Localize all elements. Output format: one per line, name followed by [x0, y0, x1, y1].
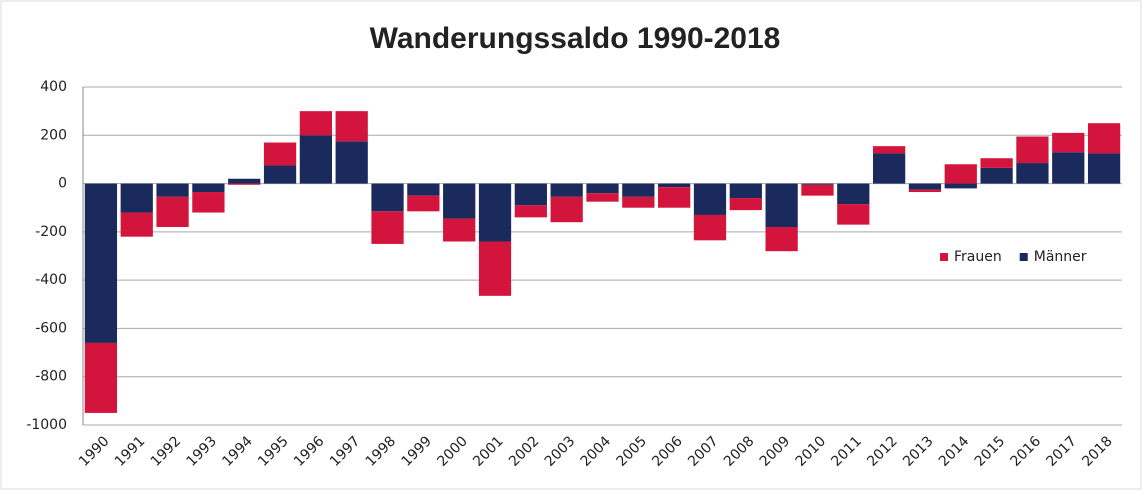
bar-segment	[586, 183, 619, 194]
bar-segment	[514, 183, 547, 206]
bar-segment	[192, 192, 225, 213]
y-tick-label: -200	[35, 224, 67, 240]
bar-segment	[872, 146, 906, 154]
bar-segment	[658, 183, 691, 188]
bar-segment	[837, 183, 870, 205]
y-tick-label: -400	[35, 272, 67, 288]
bar-segment	[335, 141, 368, 184]
bar-segment	[980, 167, 1013, 184]
bar-segment	[801, 183, 834, 185]
bar-segment	[84, 342, 118, 413]
legend-swatch	[1019, 253, 1028, 261]
bar-segment	[156, 196, 189, 228]
bar-segment	[693, 183, 727, 215]
bar-segment	[1016, 136, 1049, 164]
bar-segment	[407, 183, 440, 196]
bar-segment	[729, 198, 762, 211]
bar-segment	[944, 164, 977, 184]
bar-segment	[335, 111, 368, 142]
bar-segment	[801, 184, 834, 196]
bar-segment	[908, 189, 942, 193]
bar-segment	[622, 183, 655, 197]
bar-segment	[299, 135, 333, 184]
bar-segment	[478, 241, 512, 296]
bar-segment	[908, 183, 942, 190]
bar-segment	[263, 142, 297, 166]
legend-label: Männer	[1034, 249, 1087, 265]
bar-segment	[84, 183, 118, 343]
bar-segment	[371, 211, 404, 244]
bar-segment	[944, 183, 977, 189]
bar-segment	[407, 195, 440, 212]
legend-label: Frauen	[954, 249, 1002, 265]
chart-title: Wanderungssaldo 1990-2018	[370, 22, 781, 55]
bar-segment	[263, 165, 297, 184]
y-tick-label: 400	[40, 79, 67, 95]
bar-segment	[550, 183, 583, 197]
bar-segment	[1016, 163, 1049, 184]
bar-segment	[120, 212, 153, 237]
y-tick-label: -800	[35, 369, 67, 385]
bar-segment	[156, 183, 189, 197]
bar-segment	[622, 196, 655, 208]
bar-segment	[1052, 132, 1085, 153]
bar-segment	[980, 158, 1013, 168]
y-tick-label: -600	[35, 320, 67, 336]
bar-segment	[514, 205, 547, 218]
y-tick-label: 0	[58, 176, 67, 192]
bar-segment	[765, 227, 798, 252]
bar-segment	[192, 183, 225, 193]
bar-segment	[478, 183, 512, 242]
bar-segment	[765, 183, 798, 228]
bar-segment	[443, 183, 476, 219]
y-tick-label: -1000	[26, 417, 67, 433]
bar-segment	[228, 178, 261, 184]
bar-segment	[443, 218, 476, 242]
bar-segment	[299, 111, 333, 136]
bar-segment	[837, 204, 870, 225]
bar-segment	[550, 196, 583, 223]
bar-segment	[1087, 153, 1121, 184]
bar-segment	[371, 183, 404, 212]
bar-segment	[1087, 123, 1121, 154]
legend-swatch	[940, 253, 948, 261]
bar-segment	[872, 153, 906, 184]
bar-segment	[228, 183, 261, 185]
bar-segment	[729, 183, 762, 199]
bar-segment	[120, 183, 153, 213]
bar-segment	[586, 193, 619, 202]
bar-segment	[1052, 152, 1085, 184]
bar-segment	[693, 214, 727, 241]
bar-segment	[658, 187, 691, 208]
y-tick-label: 200	[40, 127, 67, 143]
